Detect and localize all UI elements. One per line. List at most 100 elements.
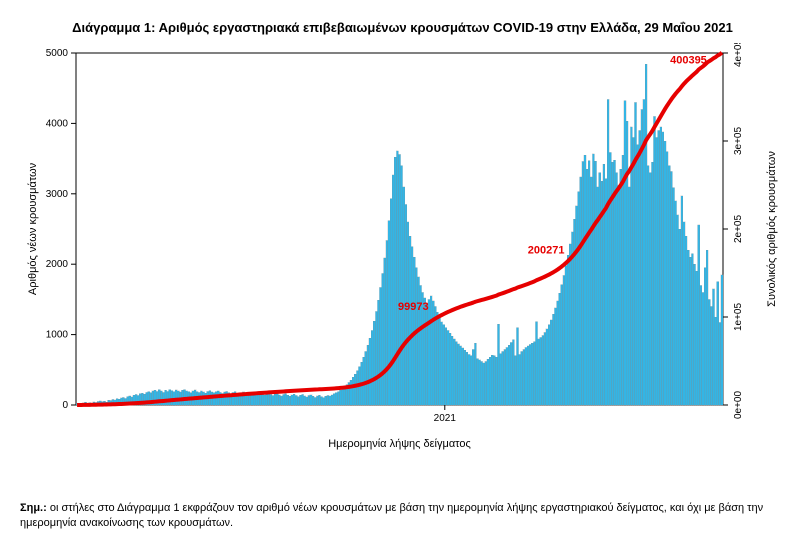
bar (573, 219, 575, 405)
bar (287, 395, 289, 405)
bar (417, 277, 419, 405)
bar (331, 395, 333, 405)
bar (569, 244, 571, 405)
bar (622, 155, 624, 405)
bar (666, 152, 668, 405)
bar (337, 392, 339, 405)
bar (272, 395, 274, 405)
bar (436, 312, 438, 405)
bar (167, 391, 169, 405)
bar (280, 396, 282, 405)
bar (320, 397, 322, 405)
bar (430, 296, 432, 405)
bar (531, 343, 533, 405)
bar (451, 336, 453, 405)
y-right-tick: 0e+00 (733, 391, 744, 420)
y-left-tick: 0 (62, 400, 68, 411)
bar (696, 271, 698, 405)
y-right-axis-label: Συνολικός αριθμός κρουσμάτων (766, 151, 778, 307)
bar (510, 342, 512, 405)
bar (649, 173, 651, 405)
y-right-tick: 3e+05 (733, 127, 744, 156)
bar (479, 360, 481, 405)
chart-svg: 0100020003000400050000e+001e+052e+053e+0… (20, 43, 785, 453)
bar (603, 164, 605, 405)
bar (706, 250, 708, 405)
bar (438, 317, 440, 405)
bar (521, 351, 523, 405)
bar (580, 177, 582, 405)
bar (529, 344, 531, 405)
bar (382, 273, 384, 405)
bar (704, 268, 706, 405)
bar (466, 352, 468, 405)
bar (508, 345, 510, 405)
bar (565, 266, 567, 405)
bar (512, 340, 514, 405)
bar (333, 394, 335, 405)
chart-title: Διάγραμμα 1: Αριθμός εργαστηριακά επιβεβ… (20, 20, 785, 35)
bar (586, 169, 588, 405)
bar (468, 354, 470, 405)
y-left-tick: 2000 (46, 259, 69, 270)
bar (681, 196, 683, 405)
bar (302, 394, 304, 405)
x-tick: 2021 (434, 413, 457, 424)
bar (653, 116, 655, 405)
bar (392, 175, 394, 405)
bar (639, 130, 641, 405)
bar (584, 155, 586, 405)
bar (384, 258, 386, 405)
chart-container: 0100020003000400050000e+001e+052e+053e+0… (20, 43, 785, 483)
bar (715, 317, 717, 405)
bar (266, 394, 268, 405)
bar (691, 254, 693, 405)
bar (323, 398, 325, 405)
bar (500, 354, 502, 405)
bar (274, 394, 276, 405)
bar (620, 169, 622, 405)
bar (504, 349, 506, 405)
y-left-tick: 4000 (46, 118, 69, 129)
y-left-tick: 3000 (46, 189, 69, 200)
bar (550, 320, 552, 405)
bar (582, 161, 584, 405)
bar (398, 154, 400, 405)
bar (554, 308, 556, 405)
bar (575, 206, 577, 405)
bar (162, 392, 164, 405)
bar (363, 357, 365, 405)
bar (634, 102, 636, 405)
bar (329, 396, 331, 405)
bar (502, 351, 504, 405)
bar (293, 394, 295, 405)
bar (464, 350, 466, 405)
bar (594, 161, 596, 405)
bar (525, 347, 527, 405)
bar (306, 397, 308, 405)
bar (578, 192, 580, 405)
bar (523, 349, 525, 405)
bar (462, 348, 464, 405)
bar (297, 397, 299, 405)
bar (428, 299, 430, 405)
bar (175, 390, 177, 405)
bar (394, 157, 396, 405)
bar (548, 325, 550, 405)
bar (476, 359, 478, 405)
bar (693, 264, 695, 405)
y-left-tick: 1000 (46, 330, 69, 341)
bar (675, 201, 677, 405)
bar (409, 236, 411, 405)
bar (449, 333, 451, 405)
bar (616, 173, 618, 405)
bar (481, 361, 483, 405)
x-axis-label: Ημερομηνία λήψης δείγματος (328, 438, 471, 450)
bar (618, 185, 620, 405)
bar (683, 222, 685, 405)
bar (546, 329, 548, 405)
bar (261, 394, 263, 405)
bar (483, 363, 485, 405)
bar (447, 330, 449, 405)
bar (415, 268, 417, 405)
